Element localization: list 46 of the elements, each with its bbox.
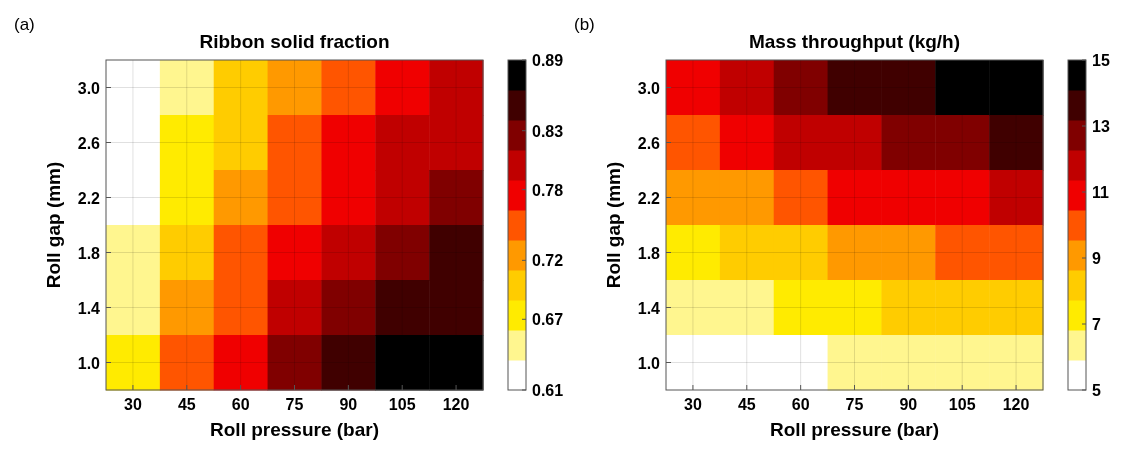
x-tick-label: 45 xyxy=(737,396,756,413)
x-tick-label: 30 xyxy=(684,396,702,413)
color-bar-label: 0.89 xyxy=(532,52,564,69)
y-tick-label: 2.2 xyxy=(637,189,661,207)
color-bar-label: 0.67 xyxy=(532,311,564,329)
y-tick-label: 1.4 xyxy=(77,299,101,317)
color-bar-label: 0.72 xyxy=(532,252,564,270)
y-axis-title: Roll gap (mm) xyxy=(603,161,624,289)
x-tick-label: 90 xyxy=(899,396,918,413)
y-tick-label: 2.6 xyxy=(637,134,661,152)
color-bar-label: 11 xyxy=(1092,184,1110,201)
color-bar-label: 0.78 xyxy=(532,181,564,199)
x-tick-label: 120 xyxy=(1002,396,1030,413)
text: (a) xyxy=(14,15,35,34)
x-tick-label: 60 xyxy=(791,396,810,413)
color-bar-label: 0.83 xyxy=(532,122,564,140)
color-bar-label: 13 xyxy=(1092,118,1110,135)
x-tick-label: 90 xyxy=(339,396,358,413)
y-tick-label: 2.2 xyxy=(77,189,101,207)
x-tick-label: 60 xyxy=(231,396,250,413)
y-axis-title: Roll gap (mm) xyxy=(43,161,64,289)
y-tick-label: 1.0 xyxy=(637,354,661,372)
x-tick-label: 105 xyxy=(948,396,976,413)
color-bar-label: 15 xyxy=(1092,52,1110,69)
x-tick-label: 45 xyxy=(177,396,196,413)
color-bar-label: 7 xyxy=(1092,316,1101,333)
y-tick-label: 1.0 xyxy=(77,354,101,372)
y-tick-label: 2.6 xyxy=(77,134,101,152)
x-tick-label: 105 xyxy=(388,396,416,413)
y-tick-label: 3.0 xyxy=(637,79,661,97)
color-bar-label: 9 xyxy=(1092,250,1101,267)
x-axis-title: Roll pressure (bar) xyxy=(210,419,379,440)
x-tick-label: 75 xyxy=(285,396,304,413)
chart-title: Ribbon solid fraction xyxy=(199,31,390,52)
text: (b) xyxy=(574,15,595,34)
chart-title: Mass throughput (kg/h) xyxy=(748,31,961,52)
x-tick-label: 120 xyxy=(442,396,470,413)
x-axis-title: Roll pressure (bar) xyxy=(770,419,939,440)
y-tick-label: 1.4 xyxy=(637,299,661,317)
color-bar-label: 5 xyxy=(1092,382,1101,399)
color-bar-label: 0.61 xyxy=(532,382,564,399)
y-tick-label: 3.0 xyxy=(77,79,101,97)
x-tick-label: 30 xyxy=(124,396,142,413)
x-tick-label: 75 xyxy=(845,396,864,413)
y-tick-label: 1.8 xyxy=(637,244,661,262)
y-tick-label: 1.8 xyxy=(77,244,101,262)
